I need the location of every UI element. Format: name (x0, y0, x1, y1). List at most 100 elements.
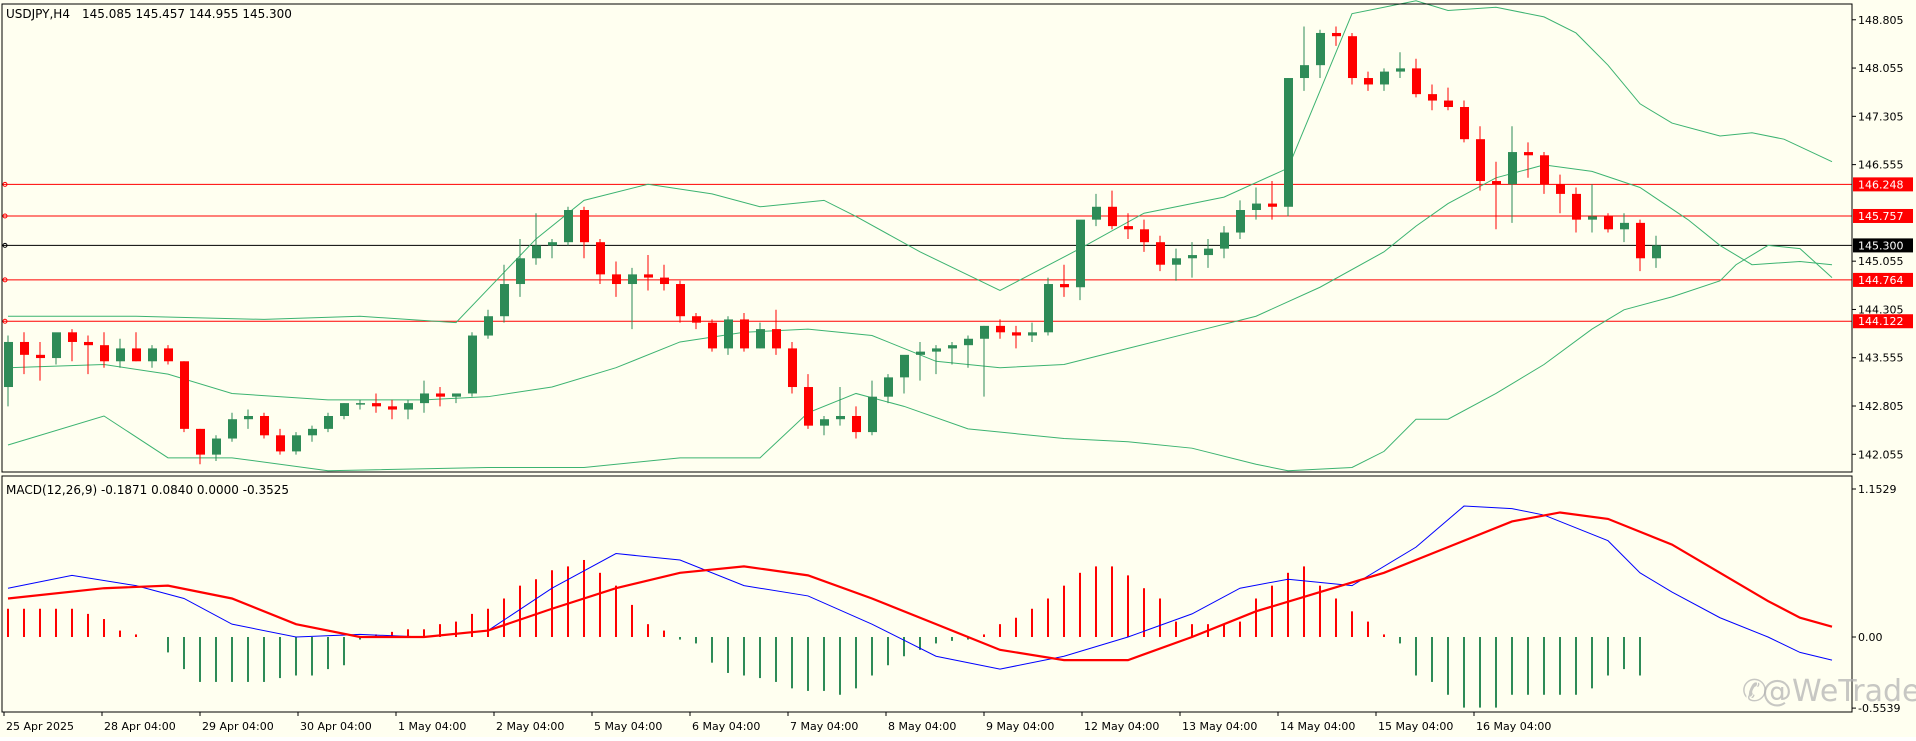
candle-body (484, 316, 493, 336)
candle-body (1588, 216, 1597, 220)
candle (628, 267, 637, 330)
candle-body (148, 348, 157, 362)
bollinger-lower (7, 244, 1833, 472)
candle (1396, 52, 1405, 79)
candle-body (1108, 206, 1117, 227)
bollinger-upper (8, 0, 1833, 324)
candle (84, 335, 93, 375)
candle (1620, 213, 1629, 243)
candle-body (1300, 65, 1309, 79)
candle (564, 206, 573, 246)
candle-body (836, 415, 845, 420)
candle (1460, 100, 1469, 143)
candle (1060, 264, 1069, 297)
xtick-label: 15 May 04:00 (1378, 720, 1453, 733)
price-ytick-label: 145.055 (1858, 255, 1904, 268)
candle-body (1044, 284, 1053, 333)
macd-pane[interactable] (7, 505, 1833, 708)
candle (644, 255, 653, 291)
level-tag (1853, 208, 1913, 223)
candle-body (324, 415, 333, 429)
candle-body (820, 419, 829, 426)
candle (68, 329, 77, 362)
candle (404, 399, 413, 420)
candle-body (1524, 152, 1533, 156)
candle-body (948, 345, 957, 349)
candle (580, 206, 589, 259)
candle-body (1188, 255, 1197, 259)
candle-body (1220, 232, 1229, 249)
candle (484, 309, 493, 339)
candle (1268, 181, 1277, 220)
level-tag-label: 146.248 (1858, 178, 1904, 191)
candle-body (612, 274, 621, 285)
xtick-label: 7 May 04:00 (790, 720, 858, 733)
watermark: ✆ @WeTrade (1742, 674, 1916, 709)
candle (52, 332, 61, 365)
xtick-label: 28 Apr 04:00 (104, 720, 176, 733)
xtick-label: 13 May 04:00 (1182, 720, 1257, 733)
candle (388, 399, 397, 420)
candle (788, 341, 797, 394)
candle (1332, 26, 1341, 46)
candle-body (996, 325, 1005, 333)
candle (1172, 248, 1181, 281)
candle-body (1508, 152, 1517, 185)
price-ytick-label: 142.805 (1858, 400, 1904, 413)
macd-header: MACD(12,26,9) -0.1871 0.0840 0.0000 -0.3… (6, 483, 289, 497)
candle-body (564, 209, 573, 243)
candle (1220, 226, 1229, 259)
candle (1076, 219, 1085, 301)
level-tag (1853, 238, 1913, 253)
candle-body (868, 396, 877, 433)
candle-body (420, 393, 429, 404)
candle (420, 380, 429, 413)
candle-body (196, 428, 205, 455)
candle-body (1284, 78, 1293, 207)
candle-body (292, 435, 301, 452)
xtick-label: 9 May 04:00 (986, 720, 1054, 733)
candle (804, 374, 813, 429)
candle (1156, 235, 1165, 272)
candle-body (772, 329, 781, 349)
candle (676, 280, 685, 323)
candle-body (1332, 32, 1341, 37)
candle (1492, 161, 1501, 230)
candle (100, 332, 109, 368)
candle-body (1076, 219, 1085, 288)
candle-body (1204, 248, 1213, 256)
candle (308, 425, 317, 442)
level-tag (1853, 177, 1913, 192)
candle-body (1252, 203, 1261, 210)
candle (660, 264, 669, 291)
candle-body (1476, 139, 1485, 182)
candle (372, 393, 381, 413)
macd-ytick-label: -0.5539 (1858, 702, 1900, 715)
candle-body (500, 284, 509, 317)
candle (468, 332, 477, 397)
xtick-label: 14 May 04:00 (1280, 720, 1355, 733)
candle-body (900, 354, 909, 378)
candle (1108, 190, 1117, 230)
candle (516, 238, 525, 297)
xtick-label: 12 May 04:00 (1084, 720, 1159, 733)
candle-body (36, 354, 45, 359)
macd-signal-line (7, 511, 1833, 662)
candle (532, 213, 541, 265)
candle-body (644, 274, 653, 278)
price-pane[interactable] (2, 0, 1852, 472)
candle-body (724, 319, 733, 349)
xtick-label: 16 May 04:00 (1476, 720, 1551, 733)
candle (884, 374, 893, 404)
candle-body (212, 438, 221, 455)
candle (212, 435, 221, 462)
candle (324, 412, 333, 433)
candle-body (1492, 181, 1501, 185)
level-tag-label: 145.757 (1858, 210, 1904, 223)
candle (708, 319, 717, 352)
candle-body (1140, 229, 1149, 243)
candle-body (1540, 155, 1549, 185)
candle (836, 387, 845, 426)
candle (1428, 84, 1437, 111)
